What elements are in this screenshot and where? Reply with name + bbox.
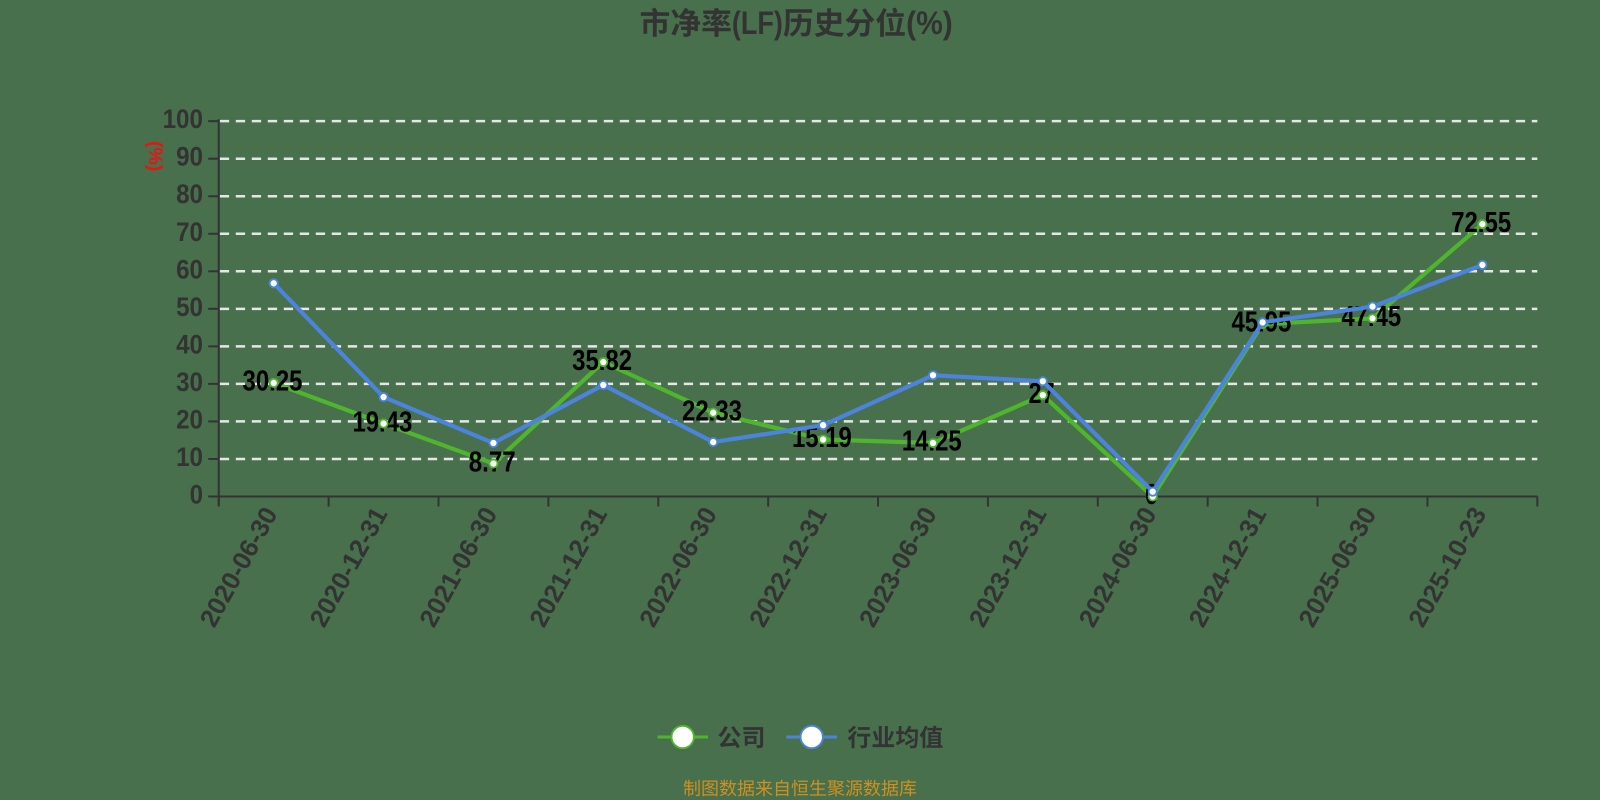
svg-text:70: 70 <box>176 217 203 247</box>
svg-text:40: 40 <box>176 329 203 359</box>
svg-text:80: 80 <box>176 179 203 209</box>
svg-text:10: 10 <box>176 442 203 472</box>
svg-text:0: 0 <box>190 480 203 510</box>
svg-text:30: 30 <box>176 367 203 397</box>
svg-text:(%): (%) <box>144 141 166 171</box>
svg-text:100: 100 <box>163 104 203 134</box>
svg-text:(%): (%) <box>906 5 953 41</box>
svg-text:60: 60 <box>176 254 203 284</box>
svg-text:20: 20 <box>176 404 203 434</box>
svg-text:90: 90 <box>176 142 203 172</box>
svg-text:(LF): (LF) <box>732 5 783 41</box>
svg-text:50: 50 <box>176 292 203 322</box>
